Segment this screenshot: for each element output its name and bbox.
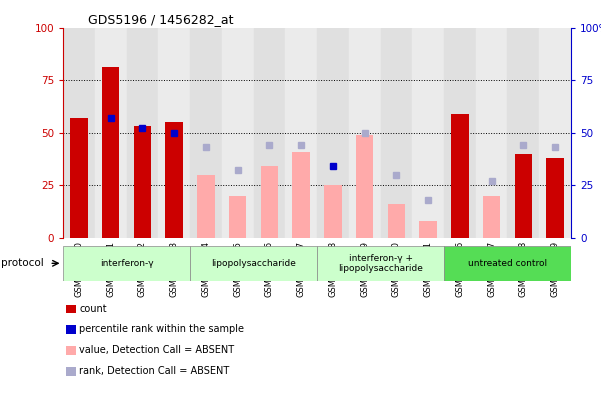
Bar [419, 221, 437, 238]
Bar [63, 246, 190, 281]
Text: percentile rank within the sample: percentile rank within the sample [79, 324, 245, 334]
Bar [102, 68, 120, 238]
Bar [95, 28, 127, 238]
Bar [254, 28, 285, 238]
Bar [317, 246, 444, 281]
Text: protocol: protocol [1, 258, 44, 268]
Bar [380, 28, 412, 238]
Bar [222, 28, 254, 238]
Bar [476, 28, 507, 238]
Bar [444, 28, 476, 238]
Bar [63, 28, 95, 238]
Bar [349, 28, 380, 238]
Bar [412, 28, 444, 238]
Text: count: count [79, 303, 107, 314]
Bar [293, 183, 310, 238]
Bar [229, 196, 246, 238]
Text: untreated control: untreated control [468, 259, 547, 268]
Bar [324, 185, 341, 238]
Bar [70, 118, 88, 238]
Bar [514, 154, 532, 238]
Bar [539, 28, 571, 238]
Bar [158, 28, 190, 238]
Text: interferon-γ: interferon-γ [100, 259, 153, 268]
Bar [190, 28, 222, 238]
Bar [507, 28, 539, 238]
Bar [261, 166, 278, 238]
Bar [546, 158, 564, 238]
Text: interferon-γ +
lipopolysaccharide: interferon-γ + lipopolysaccharide [338, 253, 423, 273]
Bar [356, 135, 373, 238]
Bar [293, 152, 310, 238]
Bar [444, 246, 571, 281]
Bar [197, 174, 215, 238]
Bar [483, 196, 500, 238]
Bar [317, 28, 349, 238]
Text: GDS5196 / 1456282_at: GDS5196 / 1456282_at [88, 13, 234, 26]
Bar [165, 122, 183, 238]
Bar [388, 204, 405, 238]
Text: value, Detection Call = ABSENT: value, Detection Call = ABSENT [79, 345, 234, 355]
Bar [190, 246, 317, 281]
Bar [127, 28, 158, 238]
Text: rank, Detection Call = ABSENT: rank, Detection Call = ABSENT [79, 366, 230, 376]
Bar [134, 126, 151, 238]
Bar [451, 114, 469, 238]
Text: lipopolysaccharide: lipopolysaccharide [211, 259, 296, 268]
Bar [285, 28, 317, 238]
